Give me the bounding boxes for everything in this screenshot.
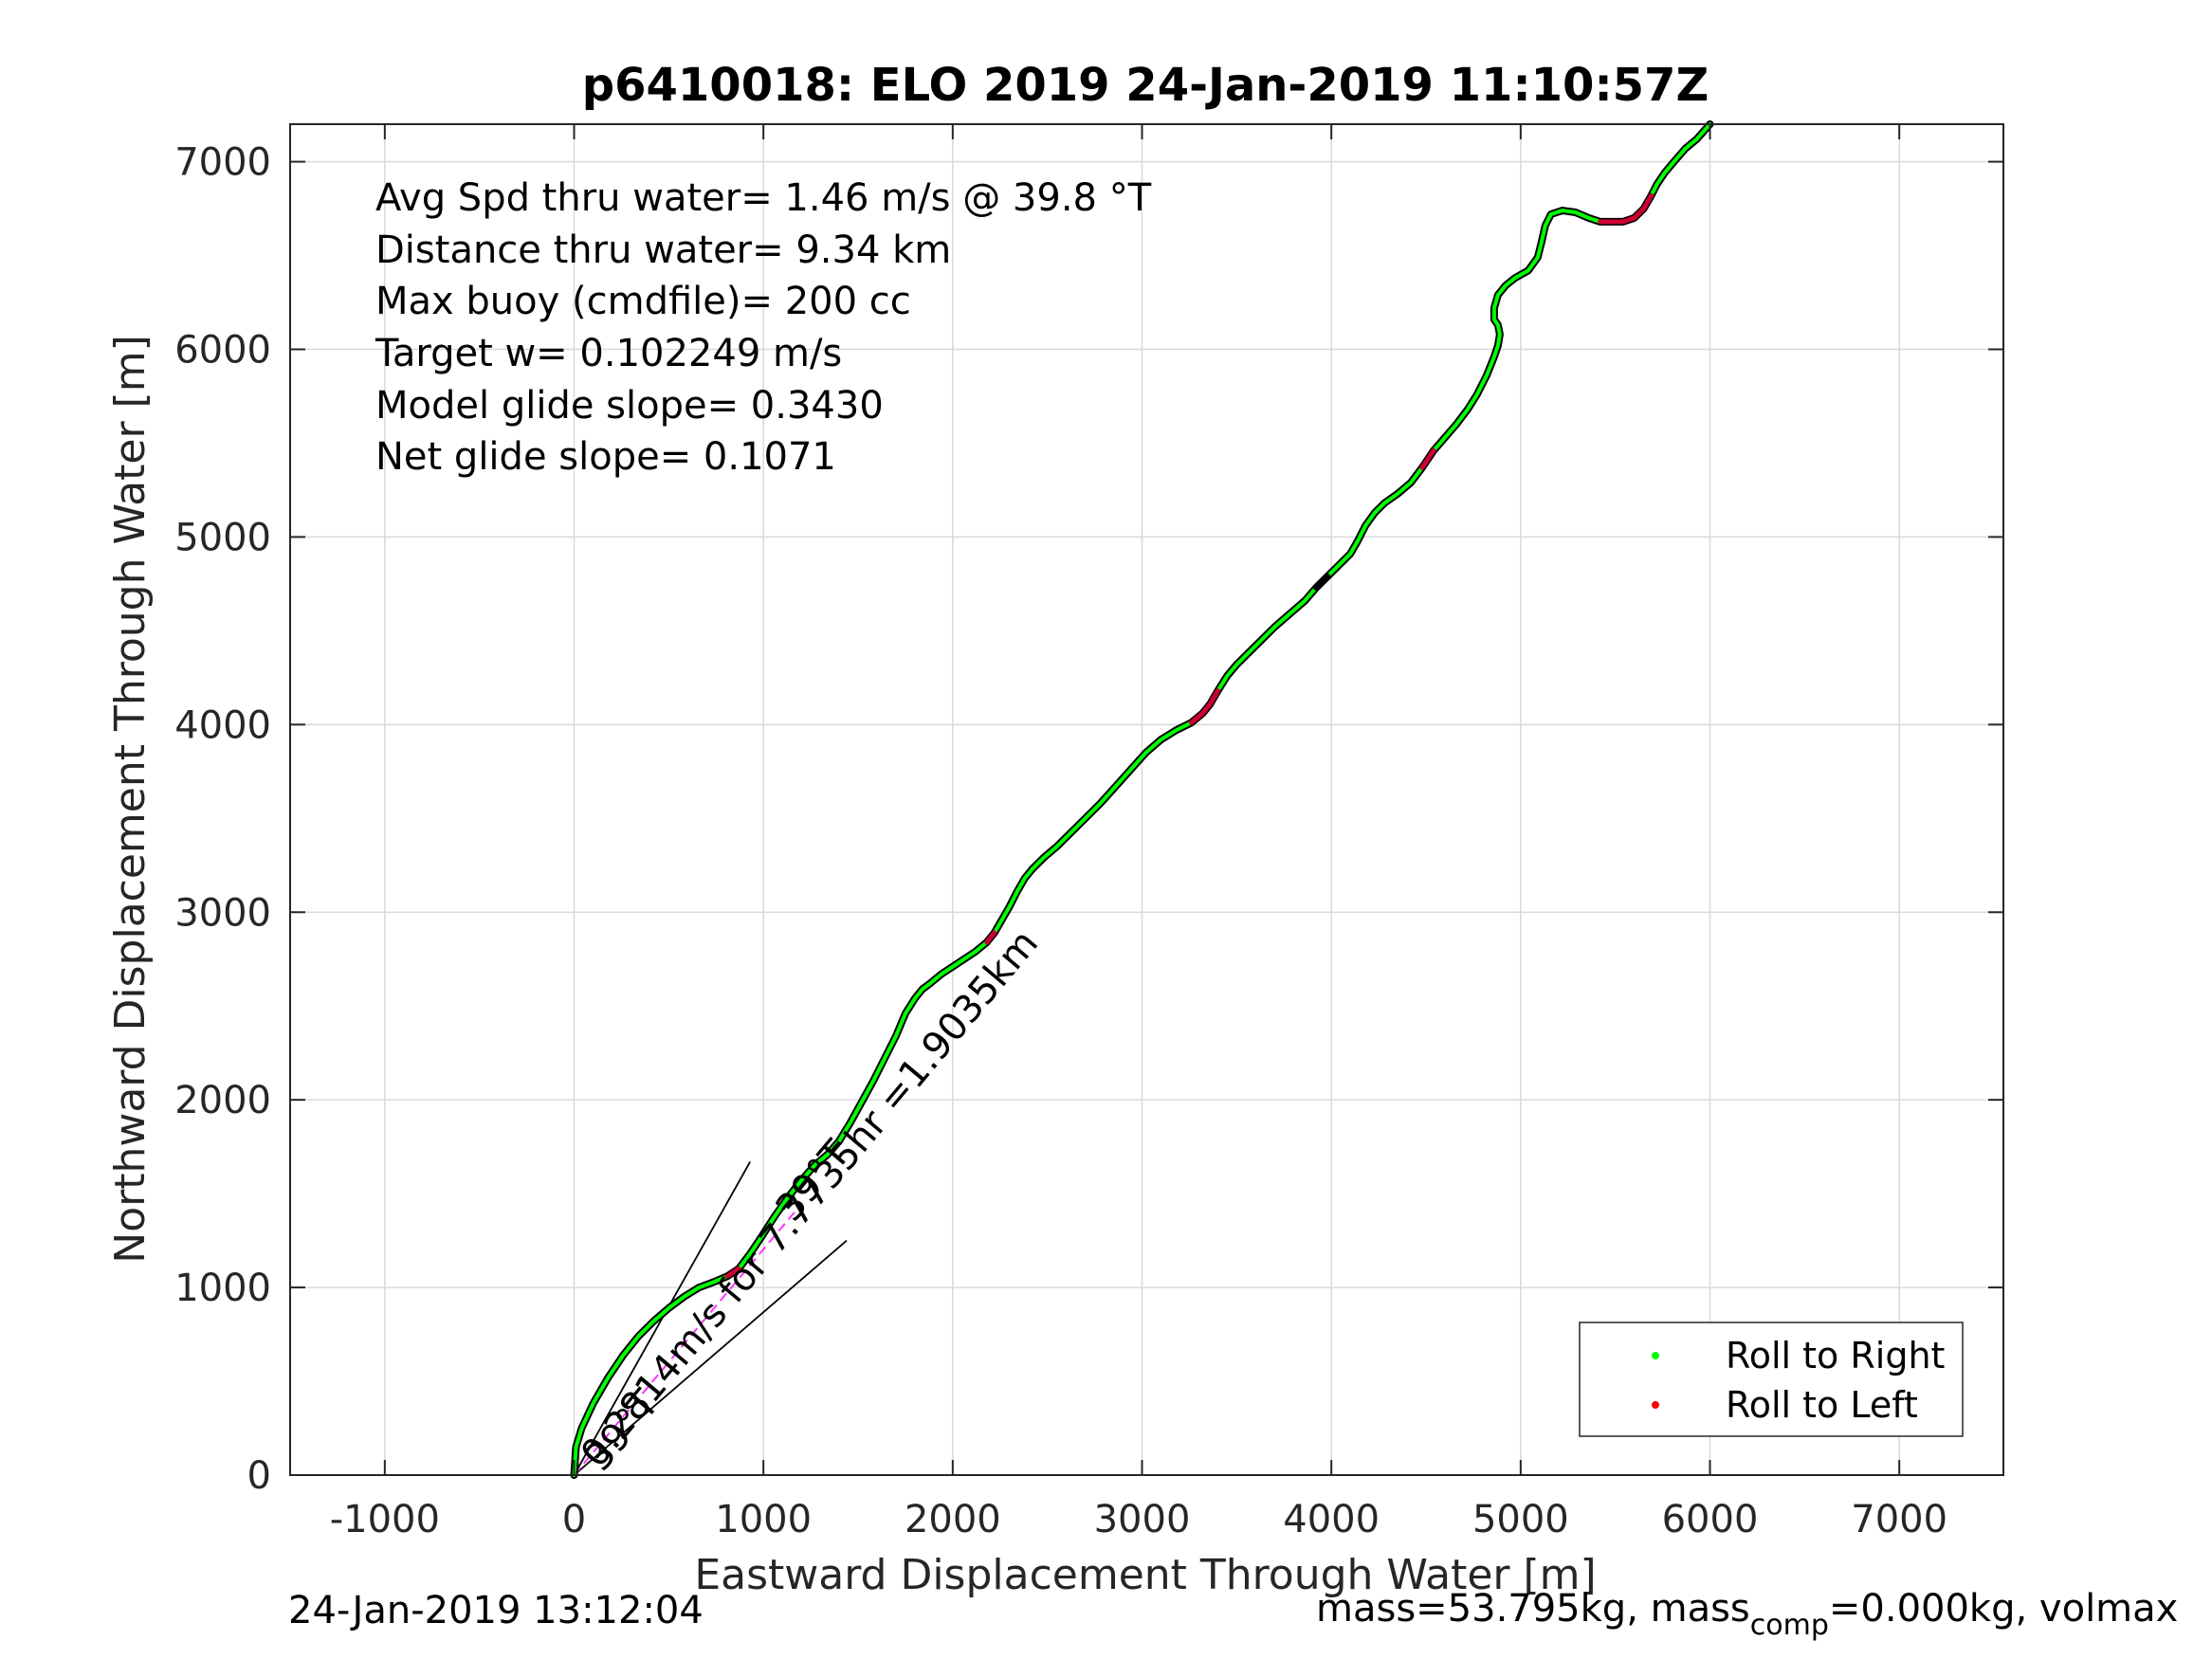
y-tick-label: 3000 [174, 891, 271, 935]
x-tick-label: -1000 [330, 1498, 440, 1541]
info-text-block: Avg Spd thru water= 1.46 m/s @ 39.8 °T D… [375, 176, 1152, 479]
chart-title: p6410018: ELO 2019 24-Jan-2019 11:10:57Z [582, 59, 1709, 112]
y-tick-label: 0 [247, 1454, 271, 1498]
y-tick-label: 4000 [174, 703, 271, 747]
info-model-glide-slope: Model glide slope= 0.3430 [375, 384, 884, 428]
footer-mass-subscript: comp [1750, 1609, 1829, 1642]
x-tick-label: 7000 [1851, 1498, 1947, 1541]
info-distance: Distance thru water= 9.34 km [375, 228, 951, 272]
track-dark-segment [1313, 573, 1331, 591]
y-tick-label: 1000 [174, 1267, 271, 1310]
axes-background [290, 124, 2003, 1475]
legend-label-roll-left: Roll to Left [1726, 1384, 1918, 1426]
legend: Roll to Right Roll to Left [1579, 1322, 1964, 1437]
x-tick-label: 5000 [1472, 1498, 1569, 1541]
legend-box [1579, 1322, 1964, 1437]
x-tick-label: 3000 [1094, 1498, 1191, 1541]
footer-mass-prefix: mass=53.795kg, mass [1316, 1587, 1750, 1631]
legend-marker-roll-right [1652, 1352, 1659, 1359]
footer-timestamp: 24-Jan-2019 13:12:04 [288, 1589, 704, 1632]
y-tick-label: 6000 [174, 329, 271, 373]
axis-ticks: -1000 0 1000 2000 3000 4000 5000 6000 7000 0 1000 2… [174, 124, 2003, 1541]
plot-area: 0.2814m/s for 7.7735hr =1.9035km39°T39°T… [174, 120, 2004, 1541]
legend-label-roll-right: Roll to Right [1726, 1335, 1945, 1376]
x-axis-label: Eastward Displacement Through Water [m] [694, 1551, 1596, 1599]
x-tick-label: 4000 [1283, 1498, 1380, 1541]
track-roll-left-segment [724, 1266, 741, 1279]
y-tick-label: 7000 [174, 141, 271, 185]
info-net-glide-slope: Net glide slope= 0.1071 [375, 435, 836, 479]
x-tick-label: 6000 [1662, 1498, 1759, 1541]
y-tick-label: 5000 [174, 516, 271, 559]
current-vector-line [573, 1208, 798, 1476]
track-roll-left-segment [1598, 192, 1654, 225]
heading-line [573, 1239, 848, 1476]
info-target-w: Target w= 0.102249 m/s [375, 332, 842, 375]
axes-frame [289, 123, 2004, 1476]
x-tick-label: 2000 [905, 1498, 1001, 1541]
track-roll-left-segment [1419, 447, 1436, 470]
y-axis-label: Northward Displacement Through Water [m] [106, 335, 155, 1263]
info-max-buoy: Max buoy (cmdfile)= 200 cc [375, 280, 911, 323]
y-tick-label: 2000 [174, 1079, 271, 1122]
x-tick-label: 1000 [715, 1498, 812, 1541]
glider-track [570, 120, 1714, 1479]
footer-mass-info: mass=53.795kg, masscomp=0.000kg, volmax [1316, 1587, 2178, 1642]
track-roll-left-segment [1188, 688, 1220, 725]
footer-mass-suffix: =0.000kg, volmax [1829, 1587, 2178, 1631]
track-roll-left-segment [984, 930, 997, 945]
x-tick-label: 0 [562, 1498, 586, 1541]
legend-marker-roll-left [1652, 1401, 1659, 1409]
grid-lines [290, 124, 2003, 1476]
info-avg-speed: Avg Spd thru water= 1.46 m/s @ 39.8 °T [375, 176, 1152, 220]
